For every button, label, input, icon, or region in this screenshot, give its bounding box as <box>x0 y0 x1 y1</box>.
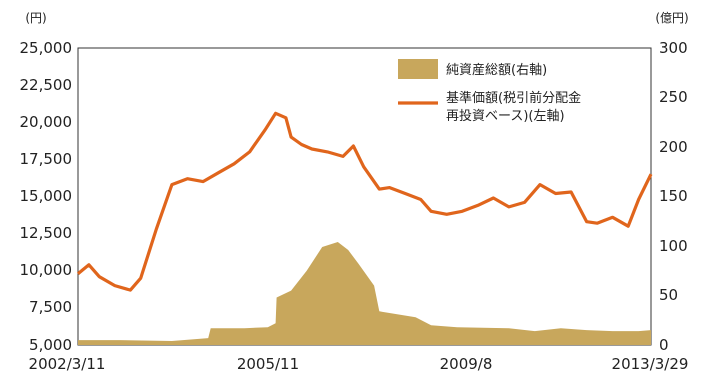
legend-label-line-1-text: 基準価額(税引前分配金 <box>446 90 581 106</box>
x-tick-label: 2013/3/29 <box>612 355 689 373</box>
left-tick-label: 25,000 <box>20 39 73 57</box>
legend: 純資産総額(右軸) 基準価額(税引前分配金 再投資ベース)(左軸) <box>398 59 581 124</box>
net-assets-area <box>78 242 651 345</box>
right-tick-label: 300 <box>659 39 688 57</box>
right-tick-label: 150 <box>659 187 688 205</box>
left-tick-label: 12,500 <box>20 224 73 242</box>
right-tick-label: 250 <box>659 88 688 106</box>
legend-label-line-1: 基準価額(税引前分配金 <box>446 90 581 106</box>
legend-label-line-2-text: 再投資ベース)(左軸) <box>446 108 565 124</box>
right-tick-label: 0 <box>659 336 669 354</box>
x-axis: 2002/3/11 2005/11 2009/8 2013/3/29 <box>29 355 689 373</box>
x-tick-label: 2002/3/11 <box>29 355 106 373</box>
legend-label-line-2: 再投資ベース)(左軸) <box>446 108 565 124</box>
x-tick-label: 2009/8 <box>440 355 493 373</box>
right-tick-label: 200 <box>659 138 688 156</box>
left-axis: 25,000 22,500 20,000 17,500 15,000 12,50… <box>20 39 73 354</box>
left-axis-unit: (円) <box>25 11 46 25</box>
legend-label-area: 純資産総額(右軸) <box>446 62 547 78</box>
right-tick-label: 50 <box>659 286 678 304</box>
left-tick-label: 7,500 <box>29 298 72 316</box>
right-axis-unit: (億円) <box>655 11 688 25</box>
left-tick-label: 10,000 <box>20 261 73 279</box>
left-tick-label: 5,000 <box>29 336 72 354</box>
left-tick-label: 22,500 <box>20 76 73 94</box>
right-tick-label: 100 <box>659 237 688 255</box>
left-tick-label: 20,000 <box>20 113 73 131</box>
right-axis: 300 250 200 150 100 50 0 <box>659 39 688 354</box>
x-tick-label: 2005/11 <box>237 355 299 373</box>
left-tick-label: 17,500 <box>20 150 73 168</box>
legend-swatch-area <box>398 59 438 79</box>
nav-line <box>76 111 653 292</box>
left-tick-label: 15,000 <box>20 187 73 205</box>
